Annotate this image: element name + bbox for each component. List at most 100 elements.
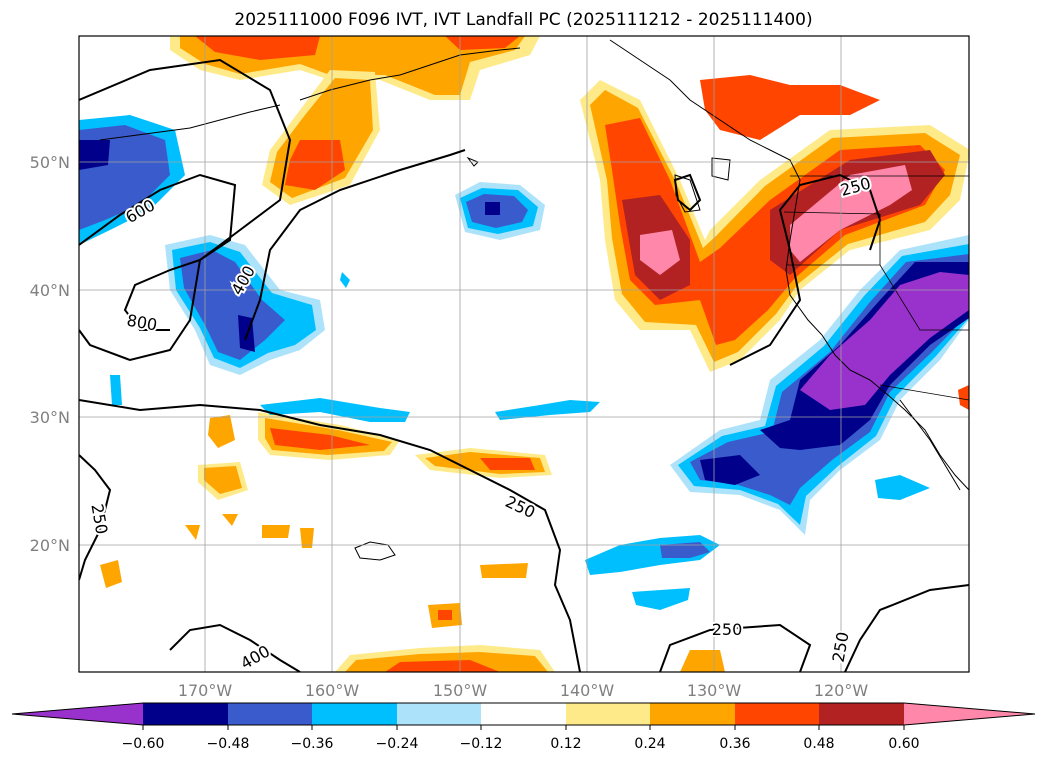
ivt-negative-region (800, 272, 969, 410)
lat-label: 50°N (30, 153, 70, 172)
gridlines (79, 36, 969, 672)
lat-label: 20°N (30, 536, 70, 555)
colorbar-segment (566, 703, 650, 725)
border-interior (879, 214, 969, 331)
colorbar-tick-label: 0.60 (888, 736, 919, 752)
ivt-negative-region (180, 250, 285, 360)
latitude-labels: 50°N 40°N 30°N 20°N (30, 153, 70, 555)
island-hawaii (354, 541, 396, 561)
border-wa-or (783, 211, 881, 215)
colorbar-segment (735, 703, 819, 725)
colorbar-extend-max (904, 703, 1035, 725)
ivt-negative-region (110, 375, 122, 405)
ivt-contour-250-se (844, 584, 969, 672)
ivt-positive-region (185, 525, 200, 540)
colorbar-tick-label: −0.12 (460, 736, 503, 752)
lon-label: 150°W (433, 681, 488, 700)
lon-label: 130°W (687, 681, 742, 700)
contour-label: 250 (712, 620, 743, 639)
ivt-positive-region (285, 140, 345, 190)
colorbar-tick-labels: −0.60 −0.48 −0.36 −0.24 −0.12 0.12 0.24 … (122, 736, 920, 752)
contour-label: 800 (125, 311, 158, 335)
coastline-baja (899, 399, 961, 491)
border-us-mexico (879, 384, 969, 401)
ivt-contour-600 (79, 173, 237, 331)
lat-label: 40°N (30, 281, 70, 300)
contour-label: 250 (829, 630, 853, 663)
ivt-negative-region (875, 475, 930, 500)
coastlines (99, 39, 969, 491)
colorbar-tick-label: 0.12 (550, 736, 581, 752)
ivt-negative-region (632, 588, 690, 610)
ivt-negative-region (660, 542, 710, 558)
ivt-negative-region (79, 140, 110, 170)
ivt-contour-250-edge (79, 454, 112, 581)
ivt-positive-region (700, 75, 880, 140)
state-borders (783, 175, 969, 401)
contour-label: 250 (87, 502, 111, 535)
contour-label: 250 (502, 492, 538, 522)
coastline-us-west (785, 209, 969, 491)
ivt-contour-400 (244, 149, 466, 341)
island-vancouver (711, 157, 731, 181)
ivt-positive-region (262, 525, 290, 538)
ivt-positive-region (480, 458, 535, 470)
ivt-positive-region (208, 415, 235, 448)
ivt-contour-250-south (659, 623, 812, 672)
lon-label: 140°W (560, 681, 615, 700)
ivt-contours (79, 58, 969, 672)
lon-label: 120°W (814, 681, 869, 700)
ivt-positive-region (385, 660, 500, 672)
lat-label: 30°N (30, 408, 70, 427)
coastline-alaska (299, 47, 521, 101)
ivt-positive-region (270, 428, 370, 450)
colorbar-segment (481, 703, 566, 725)
ivt-positive-region (204, 466, 242, 494)
ivt-negative-region (485, 202, 500, 215)
colorbar-tick-label: −0.60 (122, 736, 165, 752)
ivt-positive-region (480, 563, 528, 578)
colorbar-segment (650, 703, 735, 725)
ivt-positive-region (680, 650, 725, 672)
colorbar-segment (819, 703, 904, 725)
map-field: 600 800 400 250 250 250 400 250 250 (79, 36, 969, 672)
colorbar-segment (143, 703, 228, 725)
ivt-negative-region (495, 400, 600, 420)
colorbar-extend-min (12, 703, 143, 725)
ivt-positive-region (222, 514, 238, 526)
ivt-positive-region (640, 230, 680, 275)
colorbar-ticks (142, 725, 905, 730)
ivt-contour-250-west (79, 399, 581, 672)
coastline-british-columbia (609, 39, 801, 211)
colorbar-segment (397, 703, 481, 725)
lon-label: 160°W (305, 681, 360, 700)
ivt-negative-region (340, 272, 350, 288)
ivt-positive-region (300, 528, 314, 548)
colorbar-segment (228, 703, 312, 725)
colorbar-segment (312, 703, 397, 725)
lon-label: 170°W (178, 681, 233, 700)
map-title: 2025111000 F096 IVT, IVT Landfall PC (20… (234, 10, 813, 30)
ivt-contour-plume-inner (673, 173, 702, 212)
colorbar-tick-label: 0.48 (803, 736, 834, 752)
map-frame (78, 35, 970, 673)
colorbar-tick-label: −0.36 (291, 736, 334, 752)
ivt-negative-region (260, 398, 410, 422)
coastline-aleutians (99, 104, 281, 141)
ivt-contour-800 (79, 58, 292, 362)
ivt-positive-region (100, 560, 122, 588)
longitude-labels: 170°W 160°W 150°W 140°W 130°W 120°W (178, 681, 869, 700)
colorbar-tick-label: −0.48 (207, 736, 250, 752)
colorbar-tick-label: 0.24 (634, 736, 665, 752)
ivt-positive-region (445, 36, 520, 50)
ivt-negative-region (700, 455, 760, 485)
colorbar: −0.60 −0.48 −0.36 −0.24 −0.12 0.12 0.24 … (11, 702, 1036, 752)
ivt-positive-region (195, 36, 320, 60)
colorbar-tick-label: −0.24 (376, 736, 419, 752)
ivt-positive-region (438, 610, 452, 620)
ivt-positive-region (958, 385, 969, 410)
ivt-contour-250-coast (729, 173, 882, 366)
ivt-contour-400-south (169, 623, 301, 672)
colorbar-tick-label: 0.36 (719, 736, 750, 752)
